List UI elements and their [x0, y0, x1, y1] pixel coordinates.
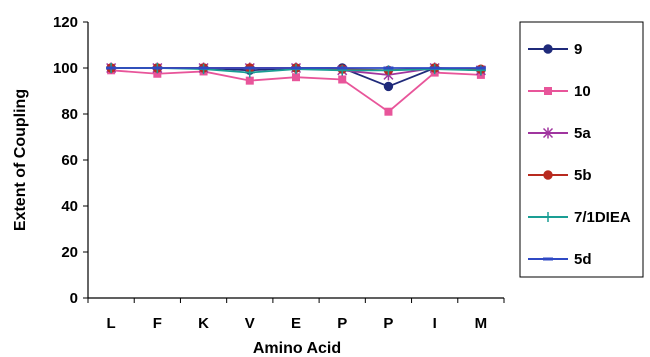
axes [87, 22, 504, 299]
data-point [153, 69, 162, 78]
y-axis-title: Extent of Coupling [12, 89, 29, 231]
x-tick-label: V [245, 315, 255, 332]
data-point [291, 66, 301, 70]
y-tick-label: 40 [61, 198, 78, 215]
legend-item: 10 [528, 83, 591, 100]
legend-item: 7/1DIEA [528, 209, 631, 226]
x-tick-label: I [433, 315, 437, 332]
legend-box [519, 21, 644, 278]
data-point [106, 66, 117, 70]
x-axis-title: Amino Acid [253, 340, 341, 357]
data-point [152, 66, 163, 70]
data-point [429, 66, 440, 70]
x-tick-label: E [291, 315, 301, 332]
y-tick-label: 120 [53, 14, 78, 31]
y-tick-label: 100 [53, 60, 78, 77]
x-tick-label: P [383, 315, 393, 332]
data-point [337, 66, 348, 70]
data-point [475, 66, 486, 70]
series-5d [106, 66, 486, 70]
legend-item: 5d [528, 251, 592, 268]
data-point [244, 66, 255, 70]
legend-label: 10 [574, 83, 591, 100]
x-tick-label: L [107, 315, 116, 332]
data-point [292, 73, 300, 82]
legend-marker [543, 212, 553, 222]
data-point [338, 75, 347, 84]
data-point [245, 76, 254, 85]
data-point [383, 66, 394, 70]
data-point [384, 107, 393, 116]
legend-label: 5a [574, 125, 591, 142]
legend-item: 5b [528, 167, 592, 184]
x-tick-label: M [475, 315, 488, 332]
legend-marker [543, 257, 553, 261]
legend-marker [543, 170, 553, 180]
legend-item: 5a [528, 125, 591, 142]
y-tick-label: 20 [61, 244, 78, 261]
data-point [383, 81, 394, 92]
y-tick-label: 80 [61, 106, 78, 123]
legend-label: 5b [574, 167, 592, 184]
legend-marker [542, 127, 554, 139]
x-tick-label: P [337, 315, 347, 332]
x-tick-label: F [153, 315, 162, 332]
series-layer [106, 62, 486, 116]
legend-marker [544, 87, 552, 95]
legend-marker [543, 44, 553, 54]
legend-label: 9 [574, 41, 582, 58]
legend: 9 10 5a 5b 7/1DIEA 5d [519, 21, 644, 278]
y-tick-label: 0 [70, 290, 78, 307]
legend-label: 7/1DIEA [574, 209, 631, 226]
legend-label: 5d [574, 251, 592, 268]
legend-item: 9 [528, 41, 582, 58]
y-tick-label: 60 [61, 152, 78, 169]
data-point [198, 66, 209, 70]
x-tick-label: K [198, 315, 209, 332]
y-axis-ticks: 0 20 40 60 80 100 120 [53, 14, 88, 307]
